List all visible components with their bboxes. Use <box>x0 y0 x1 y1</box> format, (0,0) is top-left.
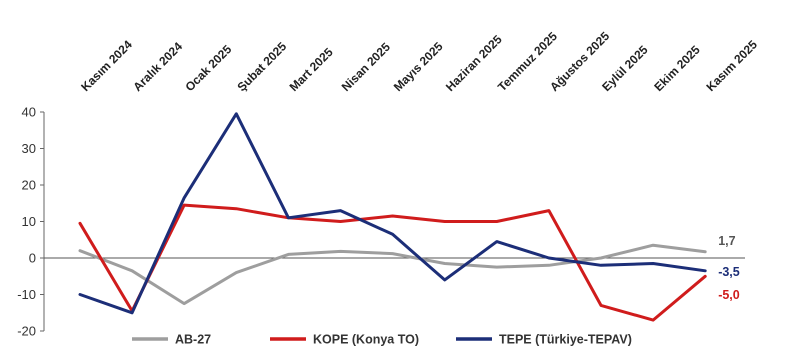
end-value-label-1: 1,7 <box>718 234 735 248</box>
end-value-label-2: -5,0 <box>718 288 740 302</box>
legend-label-2: KOPE (Konya TO) <box>313 333 419 347</box>
x-tick-label: Mayıs 2025 <box>391 39 446 94</box>
x-tick-label: Eylül 2025 <box>599 42 651 94</box>
y-tick-label: 20 <box>22 178 36 193</box>
y-tick-label: -20 <box>17 324 36 339</box>
y-tick-label: -10 <box>17 287 36 302</box>
y-tick-label: 40 <box>22 105 36 120</box>
legend-label-3: TEPE (Türkiye-TEPAV) <box>499 333 632 347</box>
series-line-3 <box>78 112 707 315</box>
y-tick-label: 10 <box>22 214 36 229</box>
y-axis-labels: -20 -10 0 10 20 30 40 <box>17 105 36 339</box>
x-tick-label: Kasım 2025 <box>703 37 760 94</box>
end-value-label-3: -3,5 <box>718 265 740 279</box>
end-value-labels: 1,7 -5,0 -3,5 <box>718 234 740 302</box>
y-tick-label: 0 <box>29 251 36 266</box>
x-tick-label: Şubat 2025 <box>235 39 290 94</box>
x-tick-label: Mart 2025 <box>287 45 336 94</box>
series-line-1 <box>78 243 707 306</box>
legend: AB-27 KOPE (Konya TO) TEPE (Türkiye-TEPAV) <box>132 333 632 347</box>
y-tick-label: 30 <box>22 141 36 156</box>
x-tick-label: Ocak 2025 <box>182 42 234 94</box>
legend-label-1: AB-27 <box>175 333 211 347</box>
x-tick-label: Kasım 2024 <box>78 37 135 94</box>
y-axis-ticks <box>40 111 44 332</box>
x-tick-label: Nisan 2025 <box>339 40 393 94</box>
x-tick-label: Aralık 2024 <box>130 39 185 94</box>
x-tick-label: Ekim 2025 <box>651 42 703 94</box>
series-line-2 <box>78 203 707 322</box>
series-lines <box>78 112 707 322</box>
